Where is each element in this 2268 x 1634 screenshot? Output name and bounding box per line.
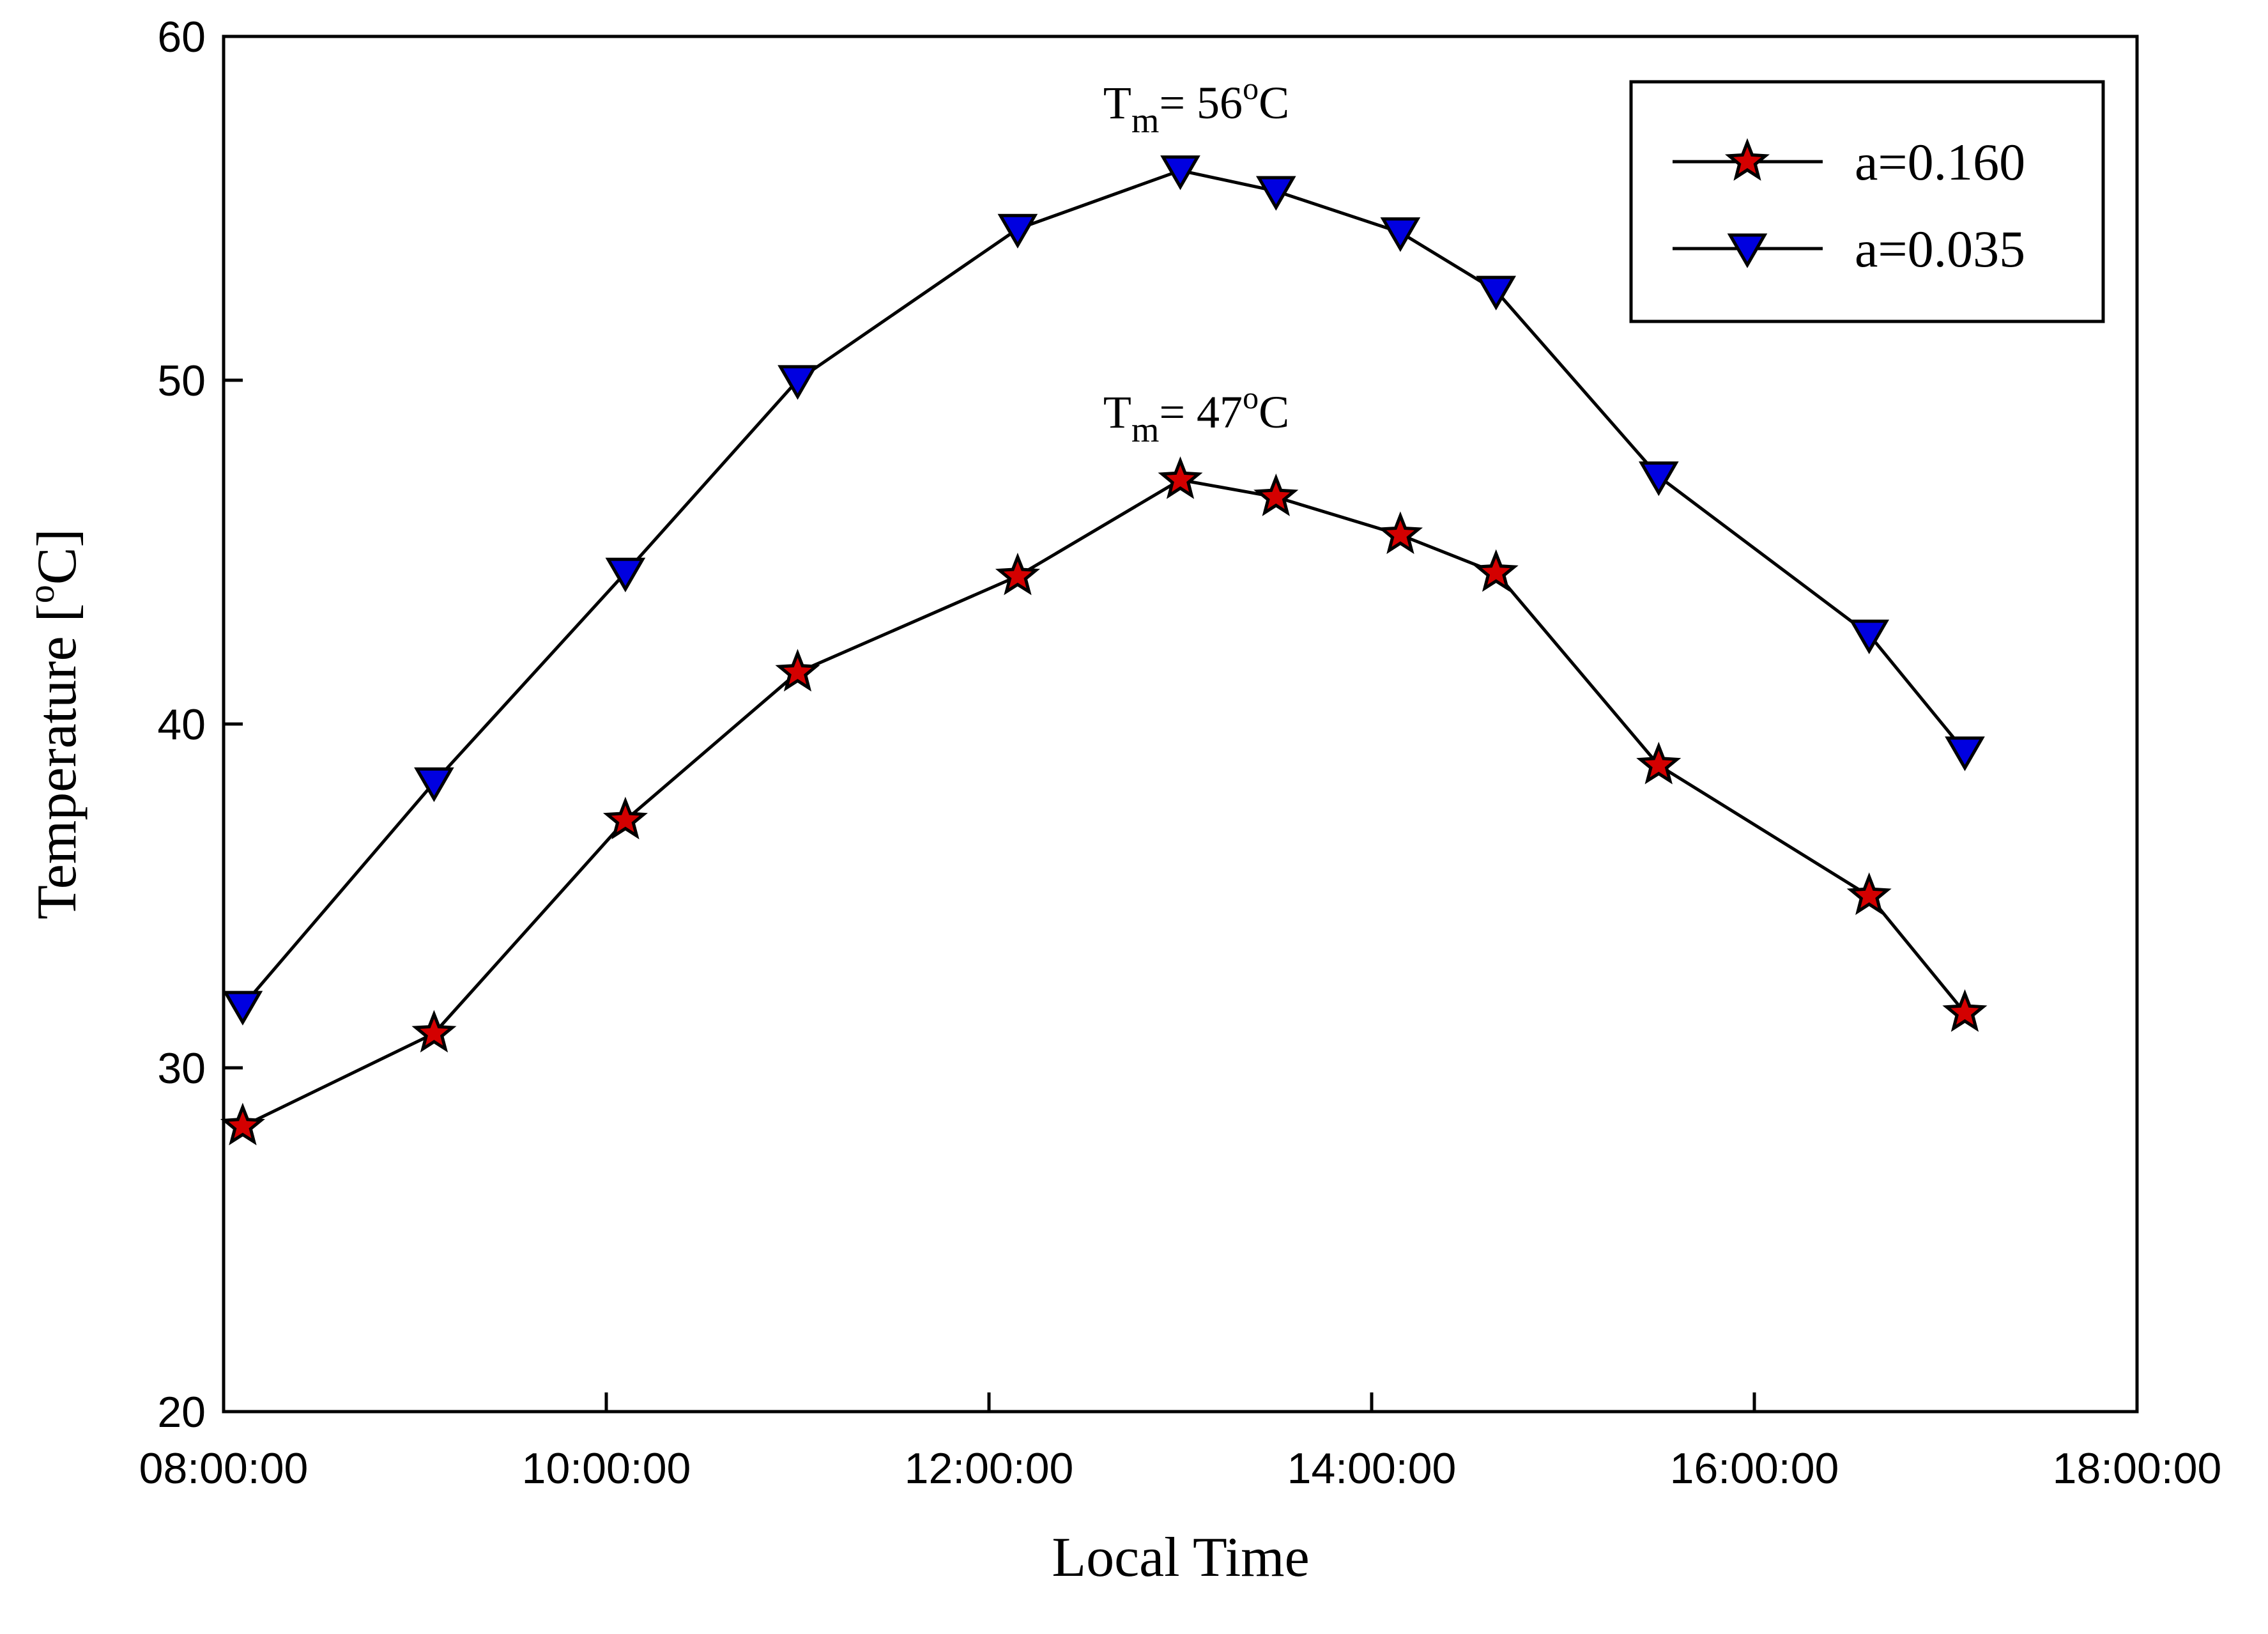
legend-item: a=0.160 [1673, 133, 2025, 191]
data-point [778, 365, 818, 400]
legend-marker [1727, 233, 1768, 268]
legend-items: a=0.160 a=0.035 [1673, 133, 2025, 278]
legend-box [1629, 80, 2105, 323]
legend-label: a=0.160 [1855, 133, 2025, 191]
x-tick-label: 08:00:00 [139, 1444, 309, 1493]
data-point [1255, 176, 1296, 211]
y-axis-title: Temperature [oC] [20, 528, 88, 920]
data-point [414, 767, 454, 803]
legend-marker [1724, 138, 1770, 181]
y-tick-label: 40 [157, 700, 206, 749]
y-tick-label: 60 [157, 13, 206, 61]
y-tick-label: 50 [157, 357, 206, 405]
y-tick-label: 30 [157, 1044, 206, 1093]
data-point [1846, 872, 1892, 915]
legend-label: a=0.035 [1855, 220, 2025, 278]
series-line [241, 478, 1966, 1128]
x-axis-title: Local Time [1052, 1527, 1309, 1589]
x-tick-label: 18:00:00 [2053, 1444, 2222, 1493]
data-point [1638, 461, 1679, 497]
data-point [605, 557, 646, 592]
x-tick-label: 14:00:00 [1287, 1444, 1457, 1493]
legend: a=0.160 a=0.035 [1629, 80, 2105, 323]
annotations: Tm= 56oC Tm= 47oC [1103, 70, 1289, 450]
data-point [1380, 217, 1421, 252]
data-point [1942, 989, 1988, 1032]
data-point [1253, 474, 1299, 516]
data-point [1849, 619, 1890, 654]
data-point [222, 990, 263, 1026]
y-axis: 20 30 40 50 60 [157, 13, 243, 1437]
x-axis: 08:00:00 10:00:00 12:00:00 14:00:00 16:00:00… [139, 1392, 2222, 1493]
series-1 [222, 155, 1985, 1026]
series-layer [220, 155, 1988, 1146]
data-point [602, 796, 648, 840]
legend-item: a=0.035 [1673, 220, 2025, 278]
data-point [1945, 736, 1985, 771]
x-tick-label: 10:00:00 [522, 1444, 691, 1493]
x-tick-label: 16:00:00 [1670, 1444, 1839, 1493]
peak-annotation: Tm= 56oC [1103, 70, 1289, 141]
y-tick-label: 20 [157, 1388, 206, 1437]
data-point [997, 213, 1038, 249]
data-point [1377, 511, 1423, 554]
data-point [1476, 275, 1517, 311]
data-point [1473, 549, 1519, 592]
data-point [775, 649, 820, 692]
data-point [1160, 155, 1200, 190]
series-line [241, 169, 1966, 1007]
series-0 [220, 456, 1988, 1146]
peak-annotation: Tm= 47oC [1103, 380, 1289, 450]
data-point [220, 1102, 265, 1146]
data-point [1158, 456, 1203, 499]
x-tick-label: 12:00:00 [905, 1444, 1074, 1493]
data-point [1636, 741, 1682, 785]
data-point [411, 1010, 457, 1053]
data-point [995, 552, 1040, 596]
